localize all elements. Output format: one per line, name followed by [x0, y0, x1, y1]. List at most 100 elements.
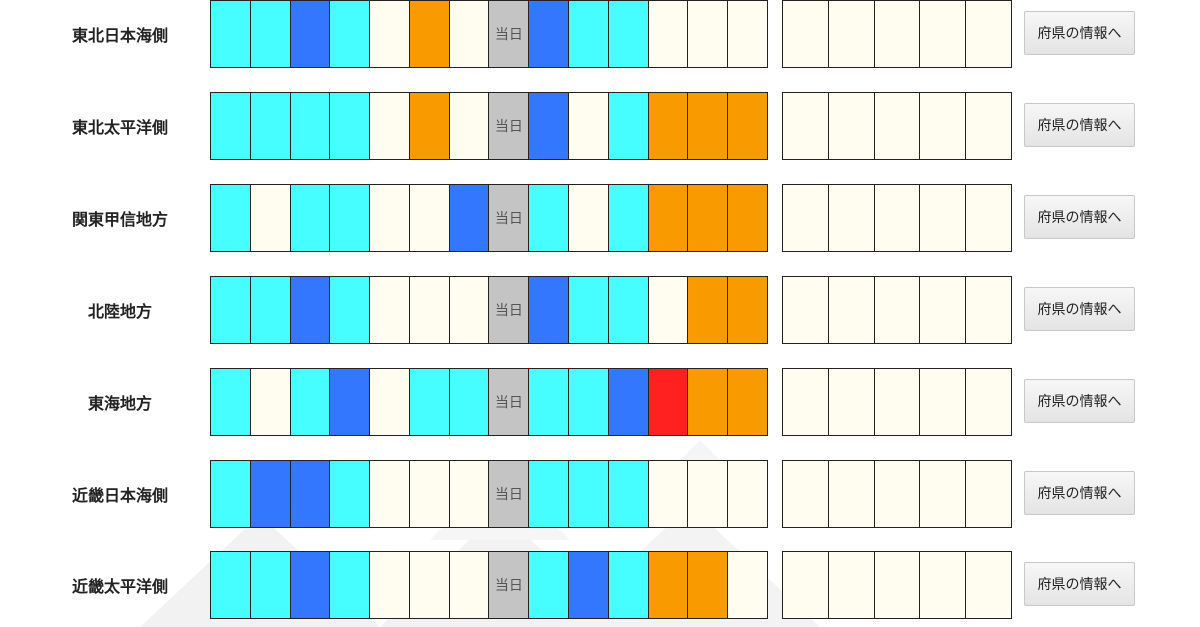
forecast-cell-blue — [290, 1, 331, 67]
forecast-cell-orange — [688, 552, 729, 618]
forecast-cell-cyan — [608, 552, 649, 618]
forecast-cell-cyan — [211, 93, 251, 159]
forecast-cell-cyan — [569, 369, 609, 435]
forecast-cell-red — [648, 369, 689, 435]
forecast-strip: 当日 — [210, 460, 768, 528]
forecast-cell-cream — [688, 461, 729, 527]
extended-forecast-cell — [829, 461, 875, 527]
forecast-strip: 当日 — [210, 92, 768, 160]
forecast-cell-cream — [648, 277, 689, 343]
extended-forecast-cell — [783, 277, 829, 343]
forecast-cell-cyan — [569, 461, 609, 527]
extended-forecast-cell — [920, 93, 967, 159]
region-name: 東北太平洋側 — [71, 118, 168, 137]
forecast-cell-cyan — [569, 277, 609, 343]
extended-forecast-cell — [875, 93, 921, 159]
forecast-cell-cream — [370, 277, 410, 343]
extended-forecast-cell — [920, 277, 967, 343]
prefecture-info-button[interactable]: 府県の情報へ — [1024, 471, 1135, 515]
forecast-strip: 当日 — [210, 368, 768, 436]
forecast-cell-blue — [529, 93, 570, 159]
forecast-cell-cyan — [529, 185, 570, 251]
extended-forecast-cell — [920, 369, 967, 435]
extended-forecast-cell — [783, 369, 829, 435]
forecast-cell-blue — [290, 461, 331, 527]
extended-forecast-cell — [829, 1, 875, 67]
forecast-cell-blue — [449, 185, 490, 251]
forecast-cell-cyan — [250, 277, 291, 343]
forecast-cell-blue — [569, 552, 609, 618]
forecast-cell-cyan — [211, 369, 251, 435]
forecast-cell-cyan — [330, 185, 371, 251]
forecast-cell-cyan — [290, 185, 331, 251]
extended-forecast-cell — [783, 93, 829, 159]
forecast-cell-cyan — [608, 1, 649, 67]
extended-forecast-strip — [782, 92, 1012, 160]
extended-forecast-cell — [875, 277, 921, 343]
forecast-cell-orange — [728, 369, 767, 435]
forecast-cell-cream — [648, 461, 689, 527]
region-row: 東北日本海側 当日 府県の情報へ — [0, 0, 1200, 68]
forecast-cell-cream — [449, 552, 490, 618]
forecast-cell-orange — [688, 93, 729, 159]
forecast-cell-orange — [728, 185, 767, 251]
forecast-cell-orange — [648, 185, 689, 251]
today-cell: 当日 — [489, 461, 530, 527]
forecast-cell-orange — [648, 552, 689, 618]
extended-forecast-cell — [875, 185, 921, 251]
extended-forecast-cell — [783, 552, 829, 618]
today-cell: 当日 — [489, 277, 530, 343]
forecast-strip: 当日 — [210, 0, 768, 68]
extended-forecast-cell — [966, 1, 1011, 67]
extended-forecast-strip — [782, 460, 1012, 528]
forecast-cell-cream — [449, 277, 490, 343]
prefecture-info-button[interactable]: 府県の情報へ — [1024, 195, 1135, 239]
extended-forecast-cell — [829, 93, 875, 159]
extended-forecast-cell — [920, 1, 967, 67]
extended-forecast-cell — [966, 461, 1011, 527]
forecast-cell-cyan — [449, 369, 490, 435]
extended-forecast-cell — [783, 185, 829, 251]
forecast-cell-cyan — [569, 1, 609, 67]
today-cell: 当日 — [489, 185, 530, 251]
forecast-cell-blue — [330, 369, 371, 435]
forecast-cell-blue — [529, 277, 570, 343]
forecast-cell-cream — [569, 93, 609, 159]
extended-forecast-cell — [829, 369, 875, 435]
prefecture-info-button[interactable]: 府県の情報へ — [1024, 562, 1135, 606]
region-row: 東海地方 当日 府県の情報へ — [0, 368, 1200, 436]
forecast-cell-cyan — [211, 461, 251, 527]
forecast-cell-cream — [648, 1, 689, 67]
extended-forecast-cell — [966, 277, 1011, 343]
forecast-cell-cyan — [330, 277, 371, 343]
prefecture-info-button[interactable]: 府県の情報へ — [1024, 287, 1135, 331]
forecast-strip: 当日 — [210, 184, 768, 252]
extended-forecast-strip — [782, 368, 1012, 436]
forecast-cell-cream — [250, 185, 291, 251]
forecast-cell-cyan — [529, 369, 570, 435]
forecast-cell-cyan — [529, 461, 570, 527]
forecast-cell-cream — [250, 369, 291, 435]
region-name: 近畿太平洋側 — [71, 577, 168, 596]
prefecture-info-button[interactable]: 府県の情報へ — [1024, 103, 1135, 147]
prefecture-info-button[interactable]: 府県の情報へ — [1024, 379, 1135, 423]
extended-forecast-strip — [782, 184, 1012, 252]
forecast-cell-cream — [370, 1, 410, 67]
forecast-cell-cyan — [211, 1, 251, 67]
forecast-cell-cyan — [608, 461, 649, 527]
forecast-cell-orange — [688, 277, 729, 343]
extended-forecast-cell — [875, 552, 921, 618]
extended-forecast-cell — [920, 185, 967, 251]
region-row: 近畿太平洋側 当日 府県の情報へ — [0, 551, 1200, 619]
prefecture-info-button[interactable]: 府県の情報へ — [1024, 11, 1135, 55]
forecast-cell-cream — [409, 552, 450, 618]
forecast-cell-cream — [728, 461, 767, 527]
extended-forecast-cell — [966, 369, 1011, 435]
forecast-cell-blue — [608, 369, 649, 435]
region-name: 近畿日本海側 — [71, 486, 168, 505]
forecast-cell-cream — [370, 185, 410, 251]
region-name: 東海地方 — [87, 394, 152, 413]
region-row: 北陸地方 当日 府県の情報へ — [0, 276, 1200, 344]
extended-forecast-cell — [966, 93, 1011, 159]
forecast-strip: 当日 — [210, 551, 768, 619]
